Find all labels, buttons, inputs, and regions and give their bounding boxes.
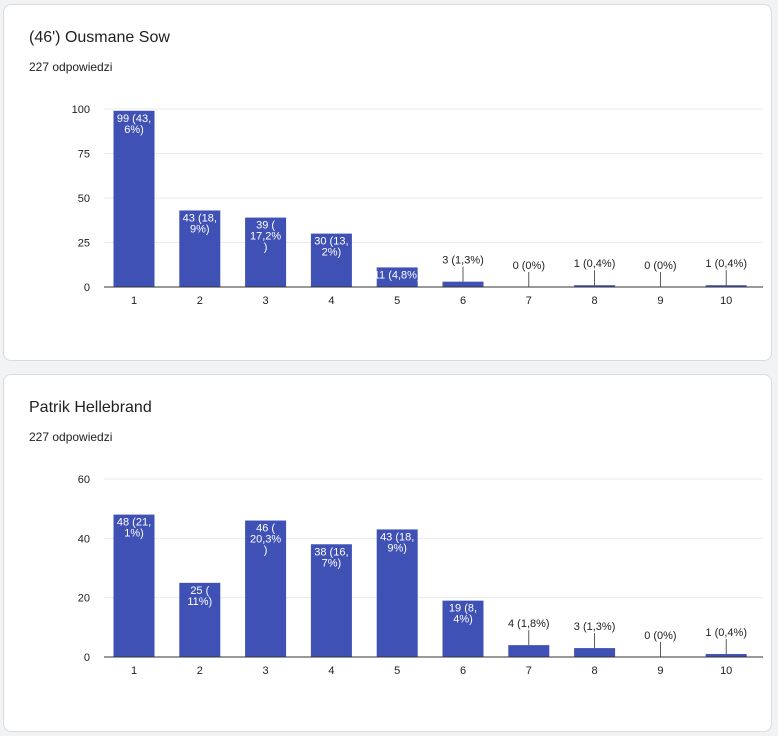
bar: [179, 582, 221, 657]
bar: [113, 110, 155, 287]
x-tick-label: 10: [720, 295, 732, 307]
bar-data-label: 17,2%: [250, 231, 281, 243]
bar-chart: 0 20 40 60 48 (21,1%) 1 25 (11%) 2 46 (20,3%) 3 38…: [78, 474, 763, 677]
bar-data-label: 0 (0%): [513, 260, 545, 272]
x-tick-label: 5: [394, 295, 400, 307]
bar-data-label: 30 (13,: [314, 236, 348, 248]
x-tick-label: 4: [328, 295, 334, 307]
x-tick-label: 10: [720, 665, 732, 677]
y-tick-label: 100: [72, 104, 90, 116]
bar-data-label: 46 (: [256, 523, 275, 535]
bar-data-label: 4%): [453, 614, 473, 626]
y-tick-label: 0: [84, 282, 90, 294]
x-tick-label: 2: [197, 665, 203, 677]
bar-data-label: 6%): [124, 124, 144, 136]
bar-data-label: 11%): [187, 596, 212, 608]
bar-data-label: 19 (8,: [449, 603, 477, 615]
bar: [705, 654, 747, 657]
y-tick-label: 75: [78, 149, 90, 161]
bar-data-label: ): [264, 242, 268, 254]
y-tick-label: 0: [84, 652, 90, 664]
y-tick-label: 20: [78, 593, 90, 605]
bar: [442, 281, 484, 287]
y-tick-label: 50: [78, 193, 90, 205]
bar: [508, 645, 550, 657]
bar-data-label: 1 (0,4%): [705, 258, 747, 270]
x-tick-label: 1: [131, 665, 137, 677]
bar-data-label: 0 (0%): [644, 630, 676, 642]
bar: [310, 233, 352, 287]
bar: [245, 520, 287, 657]
bar: [245, 217, 287, 287]
bar-data-label: 38 (16,: [314, 546, 348, 558]
bar-data-label: 43 (18,: [380, 531, 414, 543]
x-tick-label: 7: [526, 665, 532, 677]
question-title: Patrik Hellebrand: [29, 399, 152, 416]
bar: [574, 285, 616, 287]
x-tick-label: 8: [592, 665, 598, 677]
x-tick-label: 7: [526, 295, 532, 307]
bar-data-label: 11 (4,8%): [374, 269, 421, 281]
bar-data-label: 43 (18,: [183, 212, 217, 224]
bar: [574, 648, 616, 657]
bar-data-label: 9%): [387, 542, 407, 554]
x-tick-label: 6: [460, 295, 466, 307]
x-tick-label: 8: [592, 295, 598, 307]
x-tick-label: 3: [263, 665, 269, 677]
bar: [376, 267, 418, 287]
response-count: 227 odpowiedzi: [29, 430, 113, 444]
bar: [179, 210, 221, 287]
bar-data-label: 1 (0,4%): [705, 627, 747, 639]
bar: [442, 600, 484, 657]
question-card: Patrik Hellebrand 227 odpowiedzi 0 20 40 60…: [3, 374, 772, 732]
bar-data-label: 39 (: [256, 220, 275, 232]
bar-data-label: 1%): [124, 528, 144, 540]
bar-data-label: 25 (: [190, 585, 209, 597]
x-tick-label: 6: [460, 665, 466, 677]
response-count: 227 odpowiedzi: [29, 60, 113, 74]
bar-data-label: 4 (1,8%): [508, 618, 550, 630]
bar-data-label: 7%): [322, 557, 342, 569]
x-tick-label: 3: [263, 295, 269, 307]
bar-data-label: ): [264, 545, 268, 557]
bar-data-label: 20,3%: [250, 534, 281, 546]
y-tick-label: 40: [78, 533, 90, 545]
question-card: (46') Ousmane Sow 227 odpowiedzi 0 25 50 75…: [3, 4, 772, 361]
bar-data-label: 9%): [190, 223, 210, 235]
bar-data-label: 48 (21,: [117, 517, 151, 529]
question-title: (46') Ousmane Sow: [29, 29, 170, 46]
x-tick-label: 4: [328, 665, 334, 677]
x-tick-label: 1: [131, 295, 137, 307]
bar-data-label: 3 (1,3%): [574, 621, 616, 633]
x-tick-label: 5: [394, 665, 400, 677]
x-tick-label: 9: [657, 295, 663, 307]
bar-data-label: 99 (43,: [117, 113, 151, 125]
bar-data-label: 0 (0%): [644, 260, 676, 272]
bar: [310, 544, 352, 657]
bar-data-label: 3 (1,3%): [442, 255, 484, 267]
y-tick-label: 60: [78, 474, 90, 486]
bar-data-label: 1 (0,4%): [574, 258, 616, 270]
x-tick-label: 2: [197, 295, 203, 307]
bar-data-label: 2%): [322, 247, 342, 259]
y-tick-label: 25: [78, 238, 90, 250]
x-tick-label: 9: [657, 665, 663, 677]
bar: [705, 285, 747, 287]
bar: [376, 529, 418, 657]
bar: [113, 514, 155, 657]
